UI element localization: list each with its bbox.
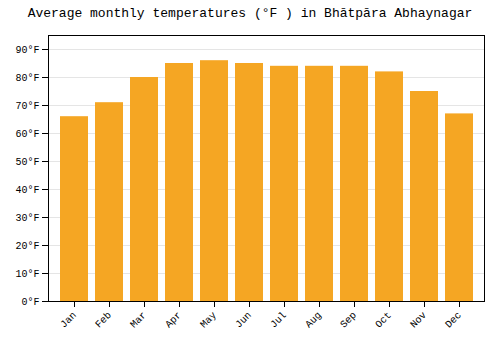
svg-text:Apr: Apr — [163, 310, 184, 331]
html-text:Average monthly temperatures (: Average monthly temperatures (°F ) in Bh… — [27, 6, 473, 21]
svg-text:Jun: Jun — [233, 310, 254, 331]
svg-text:20°F: 20°F — [15, 241, 39, 252]
svg-text:Aug: Aug — [303, 310, 324, 331]
svg-text:10°F: 10°F — [15, 269, 39, 280]
svg-text:Sep: Sep — [338, 310, 359, 331]
svg-text:90°F: 90°F — [15, 45, 39, 56]
svg-text:Mar: Mar — [128, 310, 149, 331]
svg-text:70°F: 70°F — [15, 101, 39, 112]
svg-text:Dec: Dec — [443, 310, 464, 331]
svg-text:May: May — [198, 310, 219, 331]
svg-text:Jan: Jan — [58, 310, 79, 331]
svg-text:30°F: 30°F — [15, 213, 39, 224]
svg-text:0°F: 0°F — [21, 297, 39, 308]
svg-text:50°F: 50°F — [15, 157, 39, 168]
svg-text:Feb: Feb — [93, 310, 114, 331]
svg-text:Oct: Oct — [373, 310, 394, 331]
svg-text:80°F: 80°F — [15, 73, 39, 84]
svg-text:40°F: 40°F — [15, 185, 39, 196]
svg-text:Jul: Jul — [268, 310, 289, 331]
svg-text:60°F: 60°F — [15, 129, 39, 140]
svg-text:Nov: Nov — [408, 310, 429, 331]
